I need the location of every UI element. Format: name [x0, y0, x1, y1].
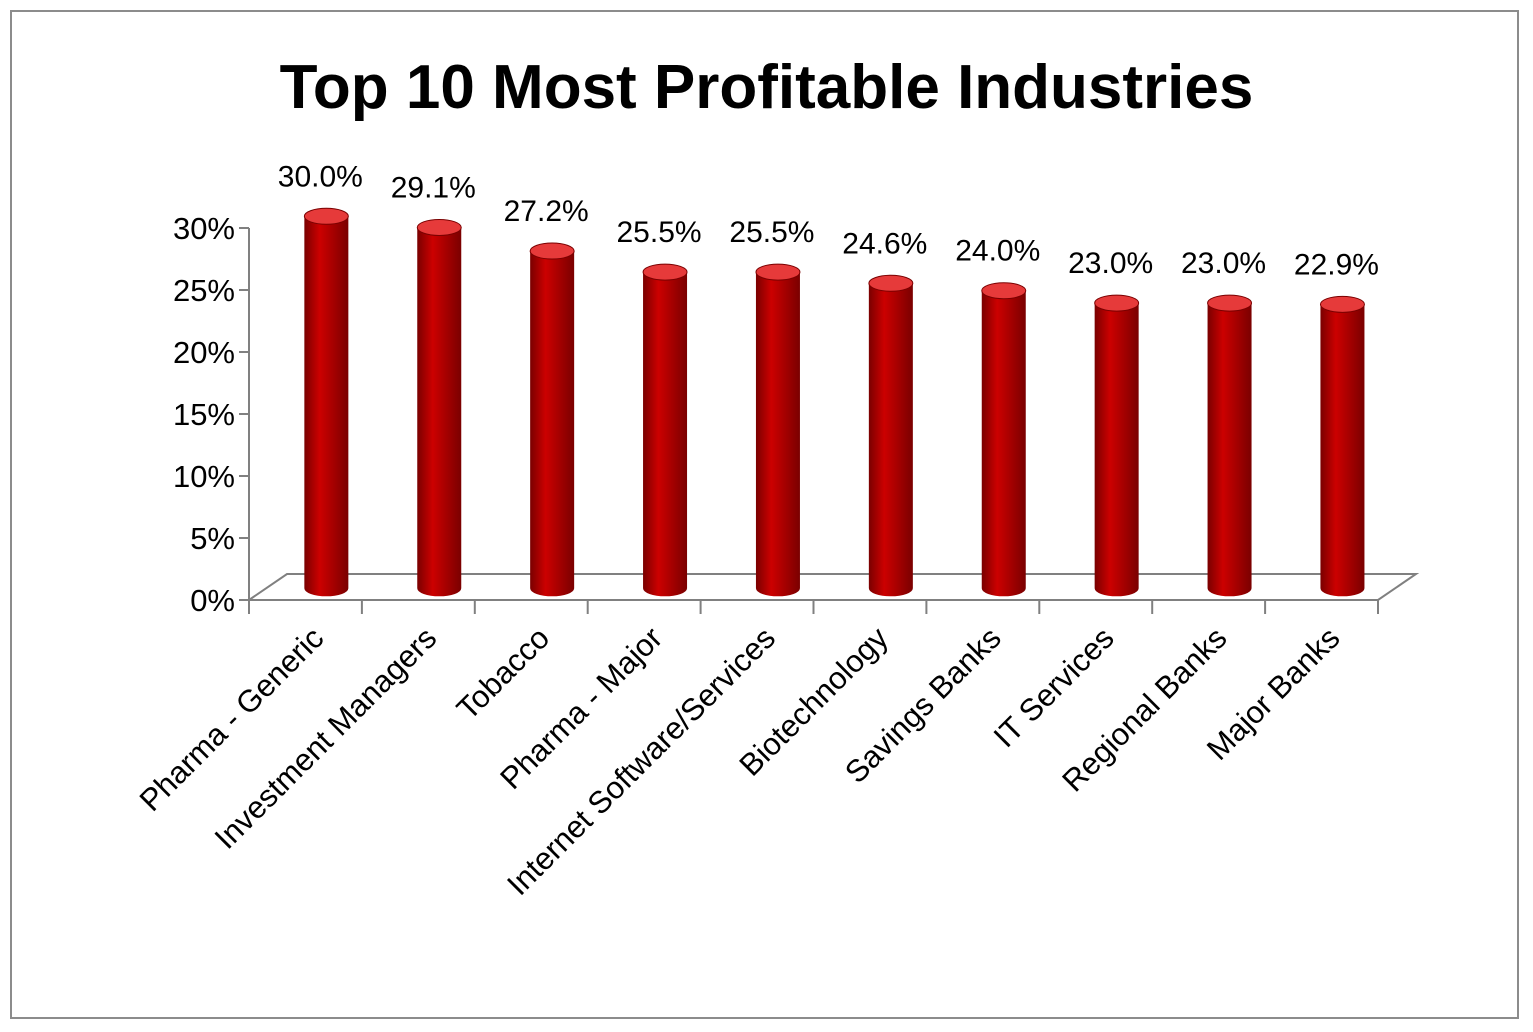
bar-body	[1320, 304, 1365, 597]
bar-body	[1207, 303, 1252, 597]
bar	[1319, 295, 1365, 597]
data-label: 27.2%	[504, 195, 589, 228]
y-tick-label: 15%	[173, 397, 235, 432]
data-label: 30.0%	[278, 160, 363, 193]
bar	[981, 282, 1027, 597]
bar-body	[1094, 303, 1139, 597]
bar	[868, 274, 914, 597]
chart-floor	[245, 573, 1420, 601]
bar	[1207, 294, 1253, 597]
bar	[1094, 294, 1140, 597]
bar	[303, 207, 349, 597]
bar-top	[1319, 295, 1365, 313]
bar-top	[868, 274, 914, 292]
data-label: 25.5%	[729, 216, 814, 249]
bar-body	[981, 290, 1026, 597]
y-tick-label: 30%	[173, 211, 235, 246]
bar-top	[303, 207, 349, 225]
bar	[529, 242, 575, 597]
bar-top	[1207, 294, 1253, 312]
bar-top	[642, 263, 688, 281]
bar-top	[755, 263, 801, 281]
bar-body	[755, 272, 800, 597]
data-label: 25.5%	[617, 216, 702, 249]
bar-top	[416, 218, 462, 236]
bar-body	[417, 227, 462, 597]
x-tick-label: Investment Managers	[208, 620, 444, 856]
bar	[416, 218, 462, 597]
bar-top	[529, 242, 575, 260]
x-tick-label: Pharma - Generic	[133, 620, 331, 818]
y-tick-label: 20%	[173, 335, 235, 370]
bar-top	[1094, 294, 1140, 312]
chart-title: Top 10 Most Profitable Industries	[279, 53, 1254, 122]
bar-body	[643, 272, 688, 597]
bar-top	[981, 282, 1027, 300]
bar	[642, 263, 688, 597]
x-tick-label: Tobacco	[450, 620, 556, 726]
bar-body	[530, 251, 575, 597]
bar-body	[868, 283, 913, 597]
data-label: 23.0%	[1181, 247, 1266, 280]
data-label: 24.0%	[955, 235, 1040, 268]
y-tick-label: 0%	[190, 583, 235, 618]
y-tick-label: 10%	[173, 459, 235, 494]
bar-body	[304, 216, 349, 597]
bar	[755, 263, 801, 597]
y-tick-label: 5%	[190, 521, 235, 556]
data-label: 22.9%	[1294, 248, 1379, 281]
data-label: 29.1%	[391, 171, 476, 204]
y-tick-label: 25%	[173, 273, 235, 308]
data-label: 24.6%	[842, 227, 927, 260]
data-label: 23.0%	[1068, 247, 1153, 280]
